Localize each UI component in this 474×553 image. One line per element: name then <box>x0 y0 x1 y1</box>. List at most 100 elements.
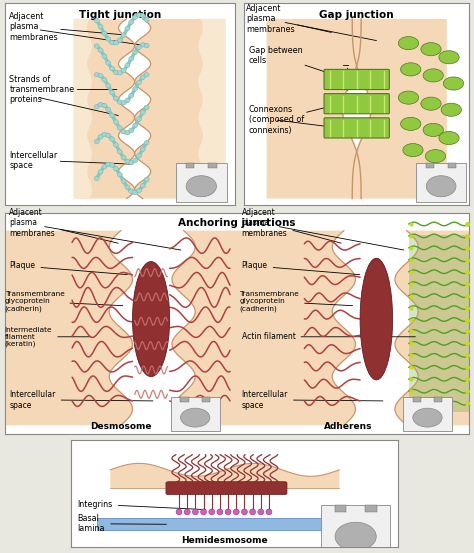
Ellipse shape <box>125 159 130 164</box>
Ellipse shape <box>335 522 376 551</box>
Ellipse shape <box>144 18 149 22</box>
Ellipse shape <box>109 90 115 95</box>
Bar <box>409 235 469 412</box>
Ellipse shape <box>137 117 141 121</box>
Ellipse shape <box>121 68 126 72</box>
Ellipse shape <box>102 103 107 108</box>
Ellipse shape <box>144 178 149 182</box>
Ellipse shape <box>121 179 126 184</box>
Text: Connexons
(composed of
connexins): Connexons (composed of connexins) <box>248 105 338 135</box>
Ellipse shape <box>125 98 130 103</box>
Text: Intercellular
space: Intercellular space <box>9 150 132 170</box>
Ellipse shape <box>133 190 137 195</box>
Ellipse shape <box>94 105 99 109</box>
Text: Adjacent
plasma
membranes: Adjacent plasma membranes <box>246 4 331 34</box>
Ellipse shape <box>133 123 137 128</box>
Ellipse shape <box>423 69 443 82</box>
Ellipse shape <box>109 137 115 141</box>
Ellipse shape <box>398 36 419 50</box>
Ellipse shape <box>225 509 231 515</box>
Text: Tight junction: Tight junction <box>79 10 161 20</box>
Ellipse shape <box>209 509 215 515</box>
Ellipse shape <box>144 105 149 109</box>
Ellipse shape <box>144 72 149 77</box>
Text: Intercellular
space: Intercellular space <box>242 390 383 410</box>
Ellipse shape <box>129 56 134 61</box>
Ellipse shape <box>133 158 137 163</box>
Bar <box>97 518 359 530</box>
Ellipse shape <box>137 80 141 85</box>
Ellipse shape <box>117 149 122 154</box>
Bar <box>426 163 435 168</box>
Ellipse shape <box>121 155 126 160</box>
Ellipse shape <box>423 123 443 137</box>
Bar <box>434 397 442 401</box>
Ellipse shape <box>439 132 459 144</box>
Ellipse shape <box>102 165 107 169</box>
Ellipse shape <box>441 103 461 116</box>
Ellipse shape <box>129 189 134 194</box>
Ellipse shape <box>98 24 103 29</box>
Ellipse shape <box>113 166 118 171</box>
Ellipse shape <box>106 162 111 166</box>
Text: Intercellular
space: Intercellular space <box>9 390 153 410</box>
Ellipse shape <box>98 134 103 139</box>
Bar <box>202 397 210 401</box>
Bar <box>321 505 390 553</box>
Ellipse shape <box>250 509 255 515</box>
Ellipse shape <box>129 160 134 165</box>
Ellipse shape <box>186 176 217 197</box>
Polygon shape <box>395 231 469 425</box>
Ellipse shape <box>137 154 141 158</box>
FancyBboxPatch shape <box>324 93 389 114</box>
Ellipse shape <box>241 509 247 515</box>
Ellipse shape <box>401 117 421 131</box>
Ellipse shape <box>102 31 107 35</box>
Ellipse shape <box>140 43 146 47</box>
Ellipse shape <box>266 509 272 515</box>
Polygon shape <box>266 19 361 199</box>
Ellipse shape <box>176 509 182 515</box>
Ellipse shape <box>137 45 141 49</box>
Bar <box>416 163 466 202</box>
Ellipse shape <box>144 140 149 145</box>
Ellipse shape <box>132 262 170 377</box>
Ellipse shape <box>109 113 115 118</box>
Ellipse shape <box>233 509 239 515</box>
Ellipse shape <box>102 54 107 59</box>
Ellipse shape <box>117 71 122 75</box>
Ellipse shape <box>140 147 146 152</box>
Ellipse shape <box>94 176 99 181</box>
Ellipse shape <box>129 93 134 97</box>
Ellipse shape <box>401 63 421 76</box>
Ellipse shape <box>421 97 441 110</box>
Ellipse shape <box>121 101 126 105</box>
Polygon shape <box>5 231 132 425</box>
Bar <box>403 397 452 431</box>
Ellipse shape <box>192 509 198 515</box>
Bar <box>171 397 219 431</box>
Ellipse shape <box>125 27 130 31</box>
Ellipse shape <box>140 75 146 80</box>
Polygon shape <box>198 19 226 199</box>
Ellipse shape <box>421 43 441 56</box>
Ellipse shape <box>106 84 111 88</box>
Bar <box>448 163 456 168</box>
Ellipse shape <box>140 14 146 18</box>
Ellipse shape <box>398 91 419 104</box>
Ellipse shape <box>98 170 103 174</box>
Ellipse shape <box>129 128 134 133</box>
Ellipse shape <box>184 509 190 515</box>
Bar <box>208 163 217 168</box>
Text: Gap between
cells: Gap between cells <box>248 45 345 79</box>
Ellipse shape <box>403 144 423 156</box>
Text: Basal
lamina: Basal lamina <box>78 514 166 534</box>
Ellipse shape <box>94 18 99 23</box>
Polygon shape <box>135 19 226 199</box>
Polygon shape <box>237 231 356 425</box>
Ellipse shape <box>181 408 210 427</box>
Text: Actin filament: Actin filament <box>242 332 415 341</box>
Ellipse shape <box>137 13 141 17</box>
Ellipse shape <box>426 176 456 197</box>
Text: Gap junction: Gap junction <box>319 10 394 20</box>
